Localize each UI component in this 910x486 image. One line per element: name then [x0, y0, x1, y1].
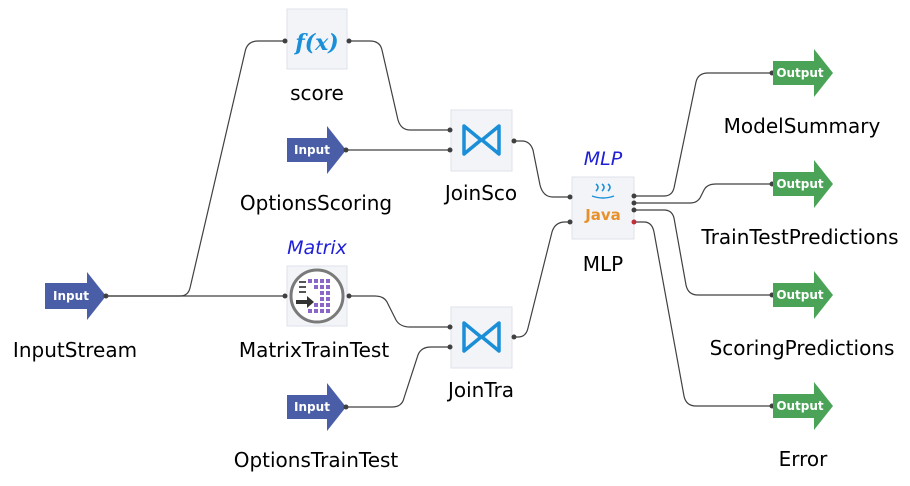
output-port[interactable]	[511, 138, 517, 144]
matrix-icon	[289, 268, 345, 324]
output-port[interactable]	[631, 207, 637, 213]
node-box	[286, 8, 348, 70]
node-joinsco[interactable]: JoinSco	[443, 109, 517, 205]
output-badge: Output	[776, 288, 824, 302]
node-label: TrainTestPredictions	[700, 225, 898, 249]
input-arrow-icon: Input	[287, 126, 346, 174]
edge-mlp-error[interactable]	[634, 221, 770, 407]
join-icon	[462, 124, 501, 156]
input-port[interactable]	[447, 324, 453, 330]
node-optionstraintest[interactable]: Input OptionsTrainTest	[234, 383, 399, 472]
function-icon: f(x)	[293, 30, 338, 56]
edge-joinsco-mlp[interactable]	[514, 140, 568, 198]
output-port[interactable]	[346, 293, 352, 299]
output-arrow-icon: Output	[773, 271, 833, 319]
node-label: InputStream	[13, 338, 137, 362]
node-jointra[interactable]: JoinTra	[446, 306, 517, 402]
node-label: ModelSummary	[724, 114, 881, 138]
node-traintestpredictions[interactable]: Output TrainTestPredictions	[700, 160, 899, 249]
input-port[interactable]	[282, 38, 288, 44]
input-port[interactable]	[447, 127, 453, 133]
input-port[interactable]	[447, 344, 453, 350]
output-port[interactable]	[343, 147, 349, 153]
output-badge: Output	[776, 399, 824, 413]
edge-optionstraintest-jointra[interactable]	[346, 346, 449, 408]
node-label: JoinSco	[443, 181, 517, 205]
node-modelsummary[interactable]: Output ModelSummary	[724, 49, 881, 138]
input-port[interactable]	[282, 293, 288, 299]
output-badge: Output	[776, 66, 824, 80]
output-port[interactable]	[346, 38, 352, 44]
java-icon: Java	[584, 183, 621, 224]
error-port[interactable]	[631, 219, 637, 225]
input-badge: Input	[294, 400, 330, 414]
node-optionsscoring[interactable]: Input OptionsScoring	[240, 126, 392, 215]
node-scoringpredictions[interactable]: Output ScoringPredictions	[710, 271, 895, 360]
output-badge: Output	[776, 177, 824, 191]
node-label: OptionsScoring	[240, 191, 392, 215]
input-port[interactable]	[447, 147, 453, 153]
edge-matrix-jointra[interactable]	[349, 295, 449, 328]
input-port[interactable]	[567, 194, 573, 200]
node-inputstream[interactable]: Input InputStream	[13, 272, 137, 362]
output-port[interactable]	[631, 193, 637, 199]
output-arrow-icon: Output	[773, 382, 833, 430]
output-arrow-icon: Output	[773, 160, 833, 208]
node-matrixtraintest[interactable]: Matrix MatrixTrainTest	[239, 237, 390, 362]
input-arrow-icon: Input	[287, 383, 346, 431]
output-arrow-icon: Output	[773, 49, 833, 97]
join-icon	[462, 321, 501, 353]
output-port[interactable]	[343, 404, 349, 410]
node-label: MLP	[583, 252, 623, 276]
edge-mlp-scoring[interactable]	[634, 209, 770, 296]
node-label: ScoringPredictions	[710, 336, 895, 360]
node-label: OptionsTrainTest	[234, 448, 399, 472]
edge-score-joinsco[interactable]	[349, 40, 449, 131]
edge-mlp-modelsummary[interactable]	[634, 72, 770, 197]
node-label: Error	[779, 447, 829, 471]
node-tag: Matrix	[287, 237, 348, 259]
output-port[interactable]	[631, 200, 637, 206]
input-badge: Input	[53, 289, 89, 303]
input-badge: Input	[294, 143, 330, 157]
java-text: Java	[584, 206, 621, 224]
node-tag: MLP	[584, 148, 623, 170]
node-score[interactable]: f(x) score	[282, 8, 352, 105]
node-mlp[interactable]: MLP Java MLP	[567, 148, 637, 276]
output-port[interactable]	[511, 334, 517, 340]
node-label: score	[290, 81, 344, 105]
edge-mlp-traintest[interactable]	[634, 183, 770, 204]
node-label: MatrixTrainTest	[239, 338, 390, 362]
node-label: JoinTra	[446, 378, 514, 402]
output-port[interactable]	[103, 293, 109, 299]
node-error[interactable]: Output Error	[769, 382, 834, 471]
input-port[interactable]	[567, 219, 573, 225]
edge-jointra-mlp[interactable]	[514, 221, 568, 338]
edge-inputstream-score[interactable]	[107, 40, 283, 297]
input-arrow-icon: Input	[45, 272, 106, 320]
edges	[107, 40, 770, 408]
